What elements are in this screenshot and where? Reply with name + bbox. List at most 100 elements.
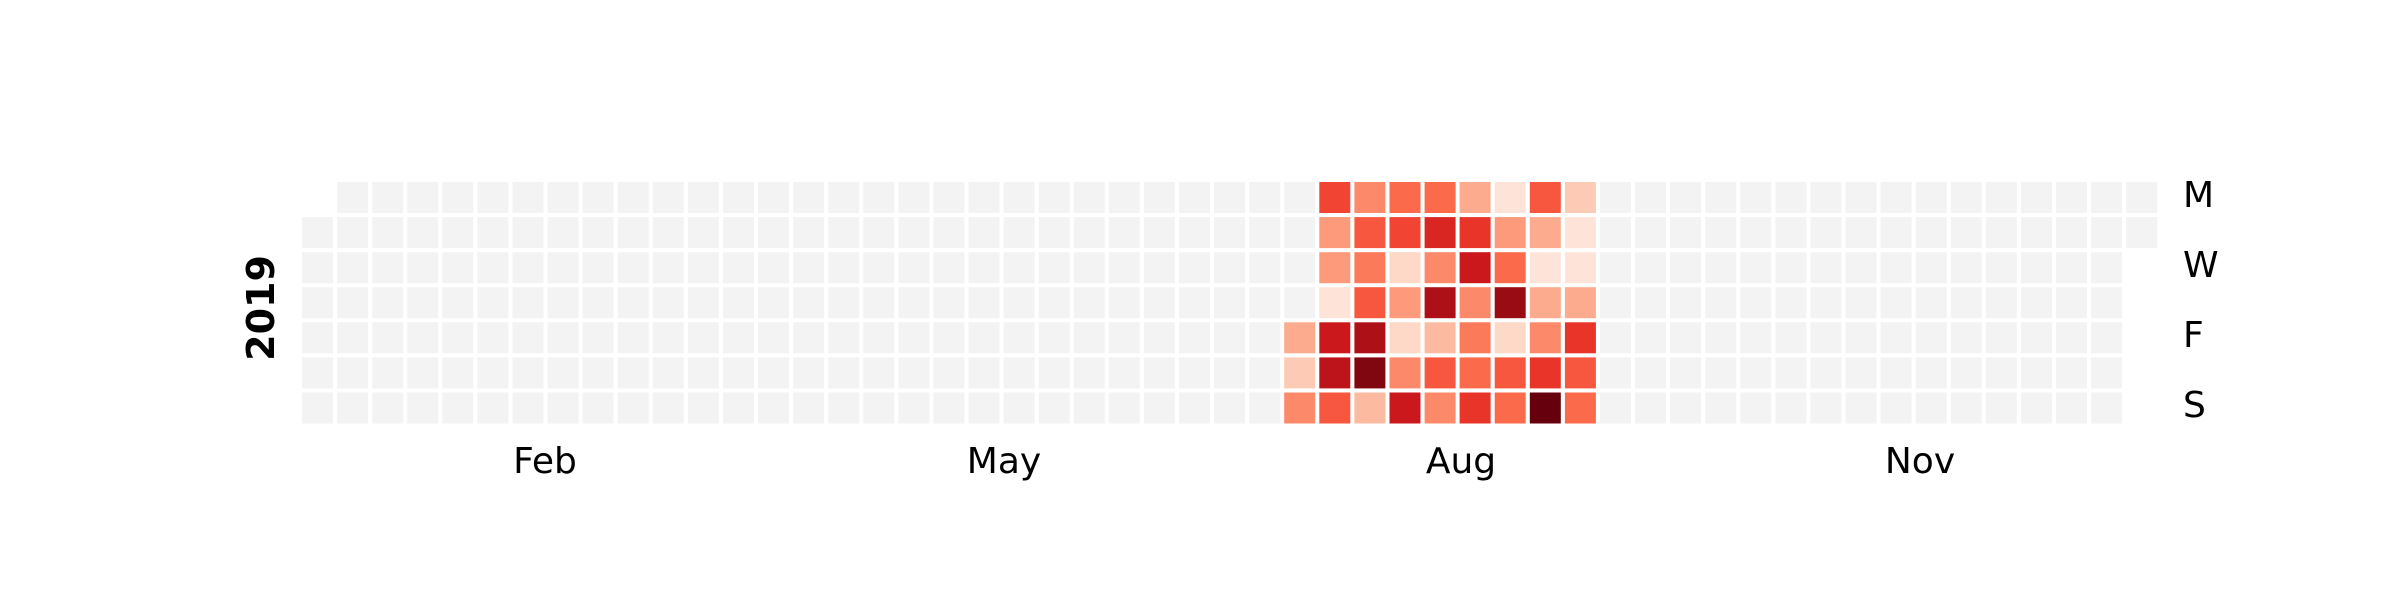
heatmap-cell	[723, 217, 754, 249]
heatmap-cell	[1459, 287, 1491, 319]
heatmap-cell	[1635, 182, 1666, 213]
heatmap-cell	[337, 182, 369, 213]
heatmap-cell	[477, 287, 509, 319]
heatmap-cell	[1073, 252, 1105, 284]
heatmap-cell	[1108, 182, 1140, 213]
heatmap-cell	[582, 182, 614, 213]
heatmap-cell	[1003, 357, 1035, 389]
heatmap-cell	[512, 217, 544, 249]
heatmap-cell	[828, 322, 860, 354]
heatmap-cell	[1494, 182, 1526, 213]
heatmap-cell	[1003, 182, 1035, 213]
heatmap-cell	[1775, 392, 1807, 424]
heatmap-cell	[1635, 322, 1666, 354]
heatmap-cell	[1459, 322, 1491, 354]
heatmap-cell	[758, 287, 789, 319]
heatmap-cell	[1880, 287, 1912, 319]
heatmap-cell	[2126, 182, 2158, 213]
heatmap-cell	[1880, 217, 1912, 249]
heatmap-cell	[1775, 357, 1807, 389]
heatmap-cell	[547, 287, 579, 319]
heatmap-cell	[1950, 357, 1982, 389]
heatmap-cell	[1214, 217, 1246, 249]
heatmap-cell	[687, 182, 719, 213]
heatmap-cell	[1670, 287, 1702, 319]
heatmap-cell	[1389, 322, 1421, 354]
heatmap-cell	[407, 252, 439, 284]
heatmap-cell	[863, 392, 895, 424]
heatmap-cell	[1810, 357, 1842, 389]
heatmap-cell	[1775, 322, 1807, 354]
heatmap-cell	[898, 322, 930, 354]
heatmap-cell	[1950, 322, 1982, 354]
heatmap-cell	[1389, 182, 1421, 213]
heatmap-cell	[1354, 252, 1386, 284]
heatmap-cell	[1705, 252, 1737, 284]
month-labels: Feb May Aug Nov	[513, 441, 1955, 482]
heatmap-cell	[1249, 252, 1281, 284]
heatmap-cell	[687, 322, 719, 354]
heatmap-cell	[2056, 287, 2087, 319]
heatmap-cell	[2056, 252, 2087, 284]
heatmap-cell	[758, 182, 789, 213]
heatmap-cell	[793, 252, 825, 284]
heatmap-cell	[1389, 252, 1421, 284]
heatmap-cell	[1670, 322, 1702, 354]
heatmap-cell	[337, 217, 369, 249]
heatmap-cell	[442, 357, 474, 389]
heatmap-cell	[477, 217, 509, 249]
heatmap-cell	[372, 217, 404, 249]
heatmap-cell	[442, 322, 474, 354]
heatmap-cell	[1740, 217, 1772, 249]
heatmap-cell	[1494, 287, 1526, 319]
heatmap-cell	[1214, 322, 1246, 354]
heatmap-cell	[1073, 217, 1105, 249]
month-label-nov: Nov	[1885, 441, 1955, 482]
heatmap-cell	[1529, 217, 1561, 249]
heatmap-cell	[1845, 217, 1877, 249]
heatmap-cell	[758, 322, 789, 354]
heatmap-cell	[1600, 182, 1631, 213]
heatmap-cell	[442, 182, 474, 213]
heatmap-cell	[1424, 322, 1456, 354]
heatmap-cell	[2056, 322, 2087, 354]
heatmap-cell	[898, 217, 930, 249]
heatmap-cell	[1038, 357, 1070, 389]
heatmap-cell	[687, 252, 719, 284]
heatmap-cell	[547, 357, 579, 389]
heatmap-cell	[968, 182, 1000, 213]
heatmap-cell	[1810, 392, 1842, 424]
heatmap-cell	[407, 357, 439, 389]
heatmap-cell	[758, 252, 789, 284]
heatmap-cell	[863, 252, 895, 284]
heatmap-cell	[652, 217, 684, 249]
heatmap-cell	[1985, 357, 2017, 389]
heatmap-cell	[547, 217, 579, 249]
heatmap-cell	[1775, 217, 1807, 249]
heatmap-cell	[898, 357, 930, 389]
weekday-label-f: F	[2183, 315, 2204, 356]
heatmap-cell	[1600, 392, 1631, 424]
heatmap-cell	[1143, 322, 1175, 354]
heatmap-cell	[1284, 287, 1316, 319]
heatmap-cell	[2020, 322, 2052, 354]
heatmap-cell	[407, 287, 439, 319]
heatmap-cell	[1950, 392, 1982, 424]
heatmap-cell	[1635, 252, 1666, 284]
heatmap-cell	[1319, 357, 1351, 389]
heatmap-cell	[302, 357, 333, 389]
heatmap-cell	[1564, 357, 1596, 389]
heatmap-cell	[863, 287, 895, 319]
heatmap-cell	[1038, 287, 1070, 319]
heatmap-cell	[1810, 217, 1842, 249]
weekday-label-w: W	[2183, 245, 2219, 286]
heatmap-cell	[1389, 217, 1421, 249]
heatmap-cell	[1319, 392, 1351, 424]
heatmap-cell	[582, 357, 614, 389]
heatmap-cell	[652, 287, 684, 319]
heatmap-cell	[1985, 392, 2017, 424]
heatmap-cell	[302, 252, 333, 284]
heatmap-cell	[1915, 392, 1947, 424]
heatmap-cell	[1705, 392, 1737, 424]
heatmap-cell	[372, 392, 404, 424]
